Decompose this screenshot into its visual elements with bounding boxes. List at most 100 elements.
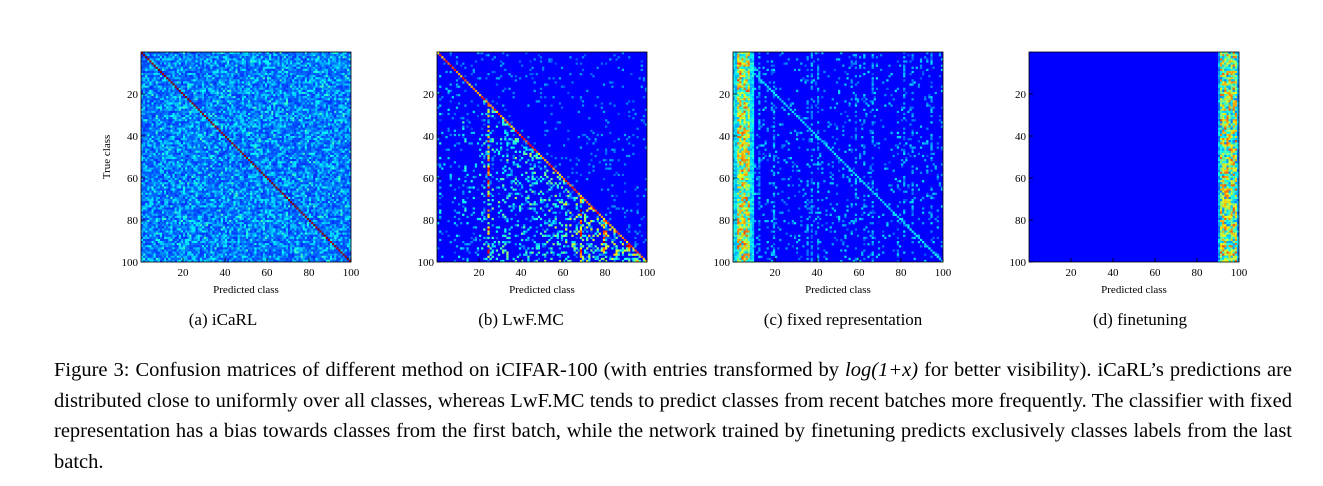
heatmap-cell [225, 87, 228, 90]
heatmap-cell [277, 94, 280, 97]
heatmap-cell [315, 75, 318, 78]
heatmap-cell [178, 83, 182, 86]
heatmap-cell [153, 66, 156, 69]
heatmap-cell [172, 136, 175, 139]
heatmap-cell [180, 75, 184, 78]
heatmap-cell [340, 133, 343, 137]
heatmap-cell [250, 91, 253, 95]
heatmap-cell [239, 79, 242, 82]
heatmap-cell [264, 112, 268, 116]
heatmap-cell [248, 102, 251, 105]
heatmap-cell [206, 89, 209, 93]
heatmap-cell [227, 154, 230, 158]
heatmap-cell [147, 58, 150, 61]
heatmap-cell [273, 154, 276, 158]
heatmap-cell [294, 110, 297, 114]
heatmap-cell [277, 108, 280, 111]
heatmap-cell [313, 75, 316, 78]
heatmap-cell [214, 68, 217, 72]
heatmap-cell [327, 133, 331, 137]
heatmap-cell [157, 110, 161, 114]
heatmap-cell [218, 77, 221, 80]
heatmap-cell [189, 98, 192, 101]
heatmap-cell [348, 129, 352, 132]
heatmap-cell [208, 136, 211, 139]
heatmap-cell [281, 58, 284, 61]
heatmap-cell [342, 77, 345, 80]
heatmap-cell [300, 102, 303, 105]
heatmap-cell [189, 106, 192, 109]
heatmap-cell [243, 144, 247, 147]
heatmap-cell [210, 62, 213, 65]
heatmap-cell [159, 73, 163, 76]
heatmap-cell [206, 104, 209, 107]
heatmap-cell [147, 112, 150, 116]
heatmap-cell [313, 56, 316, 59]
heatmap-cell [252, 104, 255, 107]
heatmap-cell [237, 58, 240, 61]
heatmap-cell [334, 96, 337, 99]
heatmap-cell [237, 79, 240, 82]
heatmap-cell [143, 123, 146, 126]
heatmap-cell [294, 56, 297, 59]
heatmap-cell [210, 100, 213, 103]
heatmap-cell [141, 150, 144, 153]
heatmap-cell [283, 66, 287, 69]
heatmap-cell [149, 83, 152, 86]
heatmap-cell [214, 54, 217, 57]
heatmap-cell [151, 56, 154, 59]
heatmap-cell [252, 142, 255, 145]
heatmap-cell [183, 77, 186, 80]
heatmap-cell [222, 96, 226, 99]
heatmap-cell [292, 148, 295, 151]
heatmap-cell [143, 62, 146, 65]
heatmap-cell [214, 100, 217, 103]
heatmap-cell [283, 54, 287, 57]
heatmap-cell [151, 125, 154, 128]
heatmap-cell [302, 91, 305, 95]
heatmap-cell [143, 73, 146, 76]
heatmap-cell [338, 75, 341, 78]
heatmap-cell [149, 77, 152, 80]
heatmap-cell [145, 79, 148, 82]
heatmap-cell [327, 125, 331, 128]
heatmap-cell [216, 104, 219, 107]
heatmap-cell [252, 115, 255, 118]
heatmap-cell [344, 144, 347, 147]
heatmap-cell [143, 52, 146, 55]
heatmap-cell [348, 108, 352, 111]
heatmap-cell [172, 142, 175, 145]
heatmap-cell [290, 127, 293, 130]
heatmap-cell [254, 119, 257, 122]
heatmap-cell [206, 54, 209, 57]
heatmap-cell [325, 125, 329, 128]
heatmap-cell [172, 125, 175, 128]
heatmap-cell [300, 127, 303, 130]
heatmap-cell [264, 104, 268, 107]
heatmap-cell [191, 79, 194, 82]
heatmap-cell [344, 142, 347, 145]
heatmap-cell [239, 150, 242, 153]
heatmap-cell [191, 115, 194, 118]
heatmap-cell [311, 60, 314, 63]
heatmap-cell [222, 148, 226, 151]
heatmap-cell [149, 152, 152, 156]
heatmap-cell [294, 64, 297, 67]
heatmap-cell [237, 52, 240, 55]
heatmap-cell [187, 142, 190, 145]
heatmap-cell [183, 142, 186, 145]
heatmap-cell [216, 108, 219, 111]
heatmap-cell [306, 102, 310, 105]
heatmap-cell [149, 75, 152, 78]
heatmap-cell [290, 62, 293, 65]
heatmap-cell [311, 123, 314, 126]
heatmap-cell [141, 85, 144, 88]
heatmap-cell [334, 110, 337, 114]
heatmap-cell [248, 94, 251, 97]
heatmap-cell [241, 117, 245, 120]
heatmap-cell [218, 89, 221, 93]
heatmap-cell [338, 79, 341, 82]
heatmap-cell [323, 119, 326, 122]
heatmap-cell [229, 52, 232, 55]
heatmap-cell [243, 138, 247, 141]
